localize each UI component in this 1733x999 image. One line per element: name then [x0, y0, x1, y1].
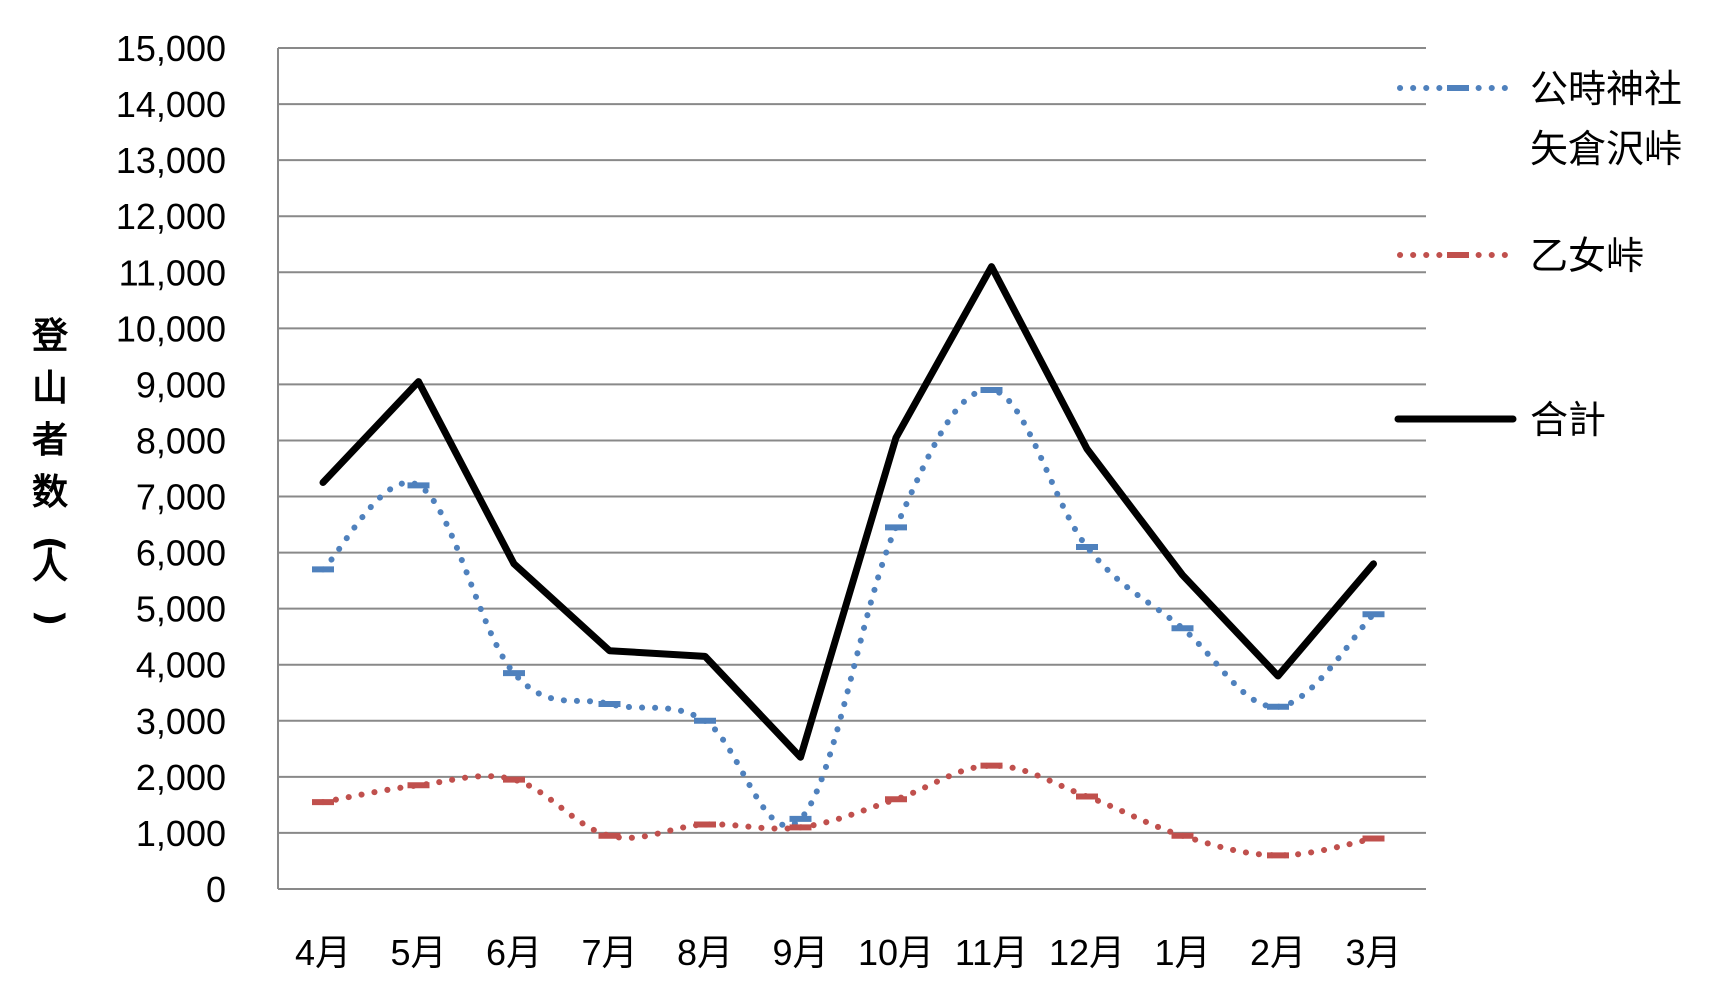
x-tick-label: 6月: [486, 932, 542, 973]
y-tick-label: 5,000: [136, 589, 226, 630]
y-axis-label-char: 数: [32, 472, 68, 513]
legend-item: 合計: [1394, 398, 1606, 442]
y-axis-label-char: 山: [32, 368, 68, 409]
x-tick-labels: 4月 5月 6月 7月 8月 9月 10月 11月 12月 1月 2月 3月: [295, 932, 1402, 973]
y-tick-label: 9,000: [136, 364, 226, 405]
y-tick-labels: 0 1,000 2,000 3,000 4,000 5,000 6,000 7,000 8,00…: [116, 28, 226, 910]
y-tick-label: 4,000: [136, 645, 226, 686]
x-tick-label: 2月: [1250, 932, 1306, 973]
legend-label: 乙女峠: [1530, 234, 1644, 278]
y-tick-label: 1,000: [136, 813, 226, 854]
series-lines: [312, 263, 1385, 859]
y-tick-label: 0: [206, 869, 226, 910]
y-tick-label: 15,000: [116, 28, 226, 69]
legend-label: 公時神社: [1530, 67, 1682, 111]
y-tick-label: 2,000: [136, 757, 226, 798]
axes: [277, 48, 1426, 890]
legend-label: 矢倉沢峠: [1530, 127, 1682, 171]
series-group: [319, 263, 1377, 761]
series-group: [312, 762, 1385, 859]
x-tick-label: 11月: [955, 932, 1028, 973]
y-tick-label: 7,000: [136, 477, 226, 518]
y-axis-label-char: (: [30, 536, 71, 552]
legend-item: 乙女峠: [1397, 234, 1644, 278]
series-line-total: [319, 263, 1377, 761]
x-tick-label: 7月: [581, 932, 637, 973]
x-tick-label: 9月: [772, 932, 828, 973]
y-tick-label: 14,000: [116, 84, 226, 125]
x-tick-label: 5月: [390, 932, 446, 973]
gridlines: [278, 47, 1426, 834]
legend-label: 合計: [1530, 398, 1606, 442]
y-axis-label-char: ): [30, 610, 71, 626]
x-tick-label: 12月: [1049, 932, 1125, 973]
y-axis-label-char: 者: [32, 420, 68, 461]
y-axis-label-char: 登: [31, 316, 69, 357]
series-line-kintoki: [320, 386, 1377, 829]
x-tick-label: 10月: [858, 932, 934, 973]
y-tick-label: 3,000: [136, 701, 226, 742]
y-tick-label: 10,000: [116, 308, 226, 349]
series-line-otome: [320, 762, 1377, 859]
x-tick-label: 3月: [1345, 932, 1401, 973]
series-group: [312, 386, 1385, 829]
y-tick-label: 13,000: [116, 140, 226, 181]
y-tick-label: 8,000: [136, 420, 226, 461]
y-tick-label: 6,000: [136, 533, 226, 574]
x-tick-label: 1月: [1154, 932, 1210, 973]
y-axis-label-char: 人: [32, 546, 68, 587]
y-tick-label: 12,000: [116, 196, 226, 237]
x-tick-label: 8月: [677, 932, 733, 973]
x-tick-label: 4月: [295, 932, 351, 973]
y-tick-label: 11,000: [119, 252, 226, 293]
